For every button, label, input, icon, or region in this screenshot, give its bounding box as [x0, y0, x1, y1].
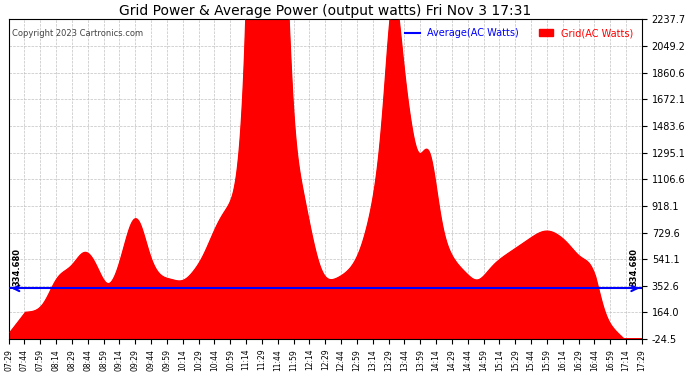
- Text: Copyright 2023 Cartronics.com: Copyright 2023 Cartronics.com: [12, 29, 143, 38]
- Text: 334.680: 334.680: [629, 248, 638, 285]
- Title: Grid Power & Average Power (output watts) Fri Nov 3 17:31: Grid Power & Average Power (output watts…: [119, 4, 531, 18]
- Legend: Average(AC Watts), Grid(AC Watts): Average(AC Watts), Grid(AC Watts): [401, 24, 637, 42]
- Text: 334.680: 334.680: [12, 248, 21, 285]
